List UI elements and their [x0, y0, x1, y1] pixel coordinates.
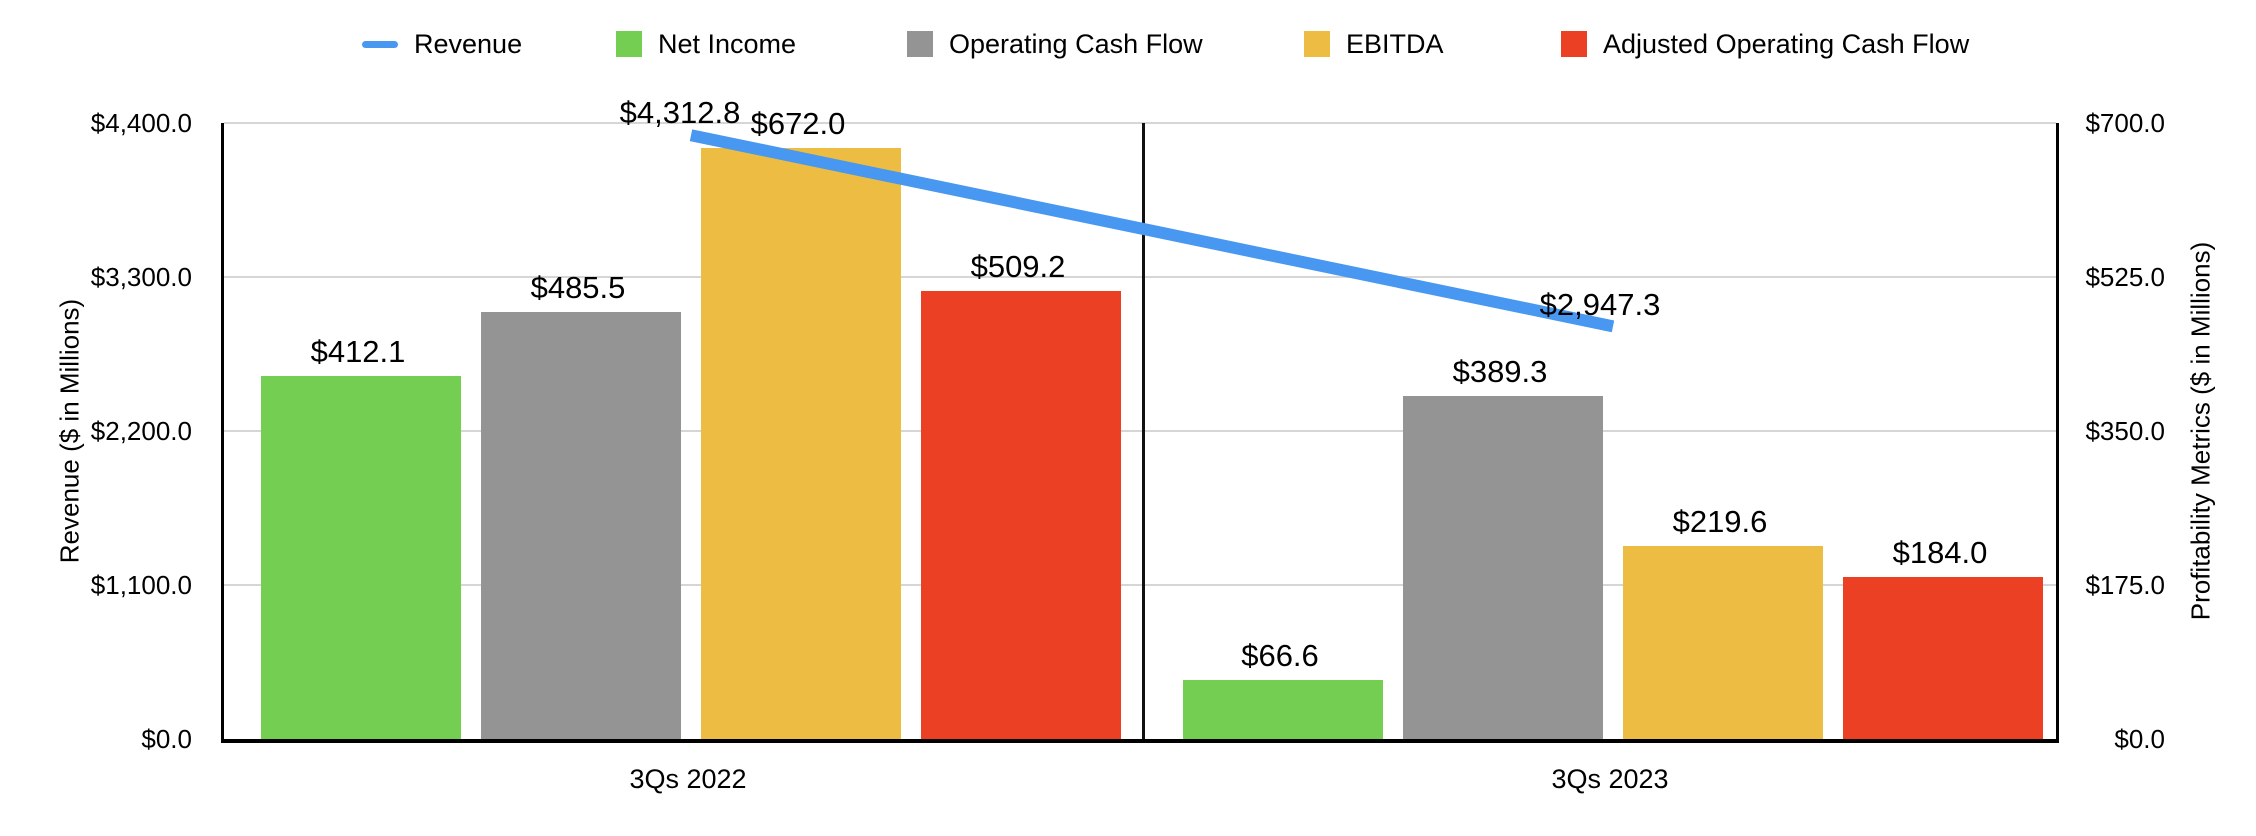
right-tick-0: $0.0: [2114, 724, 2165, 754]
x-label-3qs-2023: 3Qs 2023: [1551, 764, 1669, 794]
legend-swatch-adjusted-operating-cash-flow-icon: [1561, 31, 1587, 57]
gridline-700: [224, 122, 2056, 124]
gridline-525: [224, 276, 2056, 278]
bar-net-income-3qs-2022: [261, 376, 461, 739]
bar-label-operating-cash-flow-3qs-2022: $485.5: [530, 269, 626, 305]
right-tick-350: $350.0: [2085, 416, 2165, 446]
right-tick-175: $175.0: [2085, 570, 2165, 600]
legend-label-revenue: Revenue: [414, 29, 523, 59]
right-tick-700: $700.0: [2085, 108, 2165, 138]
bar-ebitda-3qs-2023: [1623, 545, 1823, 739]
line-label-revenue-3qs-2022: $4,312.8: [619, 95, 741, 131]
category-separator-line: [1142, 123, 1145, 739]
legend-label-net-income: Net Income: [658, 29, 797, 59]
legend-item-ebitda: EBITDA: [1304, 28, 1444, 60]
bar-operating-cash-flow-3qs-2023: [1403, 396, 1603, 739]
revenue-line-layer: [689, 129, 1615, 333]
left-tick-4400: $4,400.0: [90, 108, 192, 138]
left-tick-0: $0.0: [141, 724, 192, 754]
x-label-3qs-2022: 3Qs 2022: [629, 764, 747, 794]
gridline-350: [224, 430, 2056, 432]
bar-adjusted-operating-cash-flow-3qs-2022: [921, 290, 1121, 739]
legend-item-operating-cash-flow: Operating Cash Flow: [907, 28, 1203, 60]
bar-adjusted-operating-cash-flow-3qs-2023: [1843, 577, 2043, 739]
gridline-175: [224, 584, 2056, 586]
legend-item-revenue: Revenue: [362, 28, 522, 60]
right-axis-title: Profitability Metrics ($ in Millions): [2185, 241, 2216, 621]
left-tick-3300: $3,300.0: [90, 262, 192, 292]
legend-label-adjusted-operating-cash-flow: Adjusted Operating Cash Flow: [1603, 29, 1970, 59]
left-tick-2200: $2,200.0: [90, 416, 192, 446]
plot-inner: [224, 122, 2056, 739]
plot-area: [221, 122, 2059, 743]
right-tick-525: $525.0: [2085, 262, 2165, 292]
bar-ebitda-3qs-2022: [701, 147, 901, 739]
bar-label-net-income-3qs-2023: $66.6: [1241, 638, 1319, 674]
bar-operating-cash-flow-3qs-2022: [481, 311, 681, 739]
bar-label-ebitda-3qs-2023: $219.6: [1672, 503, 1768, 539]
bar-net-income-3qs-2023: [1183, 680, 1383, 739]
legend-swatch-ebitda-icon: [1304, 31, 1330, 57]
bar-label-operating-cash-flow-3qs-2023: $389.3: [1452, 354, 1548, 390]
legend-item-net-income: Net Income: [616, 28, 796, 60]
bar-label-adjusted-operating-cash-flow-3qs-2023: $184.0: [1892, 535, 1988, 571]
legend-swatch-net-income-icon: [616, 31, 642, 57]
line-revenue: [689, 129, 1615, 333]
legend-label-operating-cash-flow: Operating Cash Flow: [949, 29, 1203, 59]
legend-label-ebitda: EBITDA: [1346, 29, 1444, 59]
legend-item-adjusted-operating-cash-flow: Adjusted Operating Cash Flow: [1561, 28, 1969, 60]
bar-label-adjusted-operating-cash-flow-3qs-2022: $509.2: [970, 248, 1066, 284]
legend-swatch-operating-cash-flow-icon: [907, 31, 933, 57]
left-tick-1100: $1,100.0: [90, 570, 192, 600]
legend-swatch-revenue-icon: [362, 40, 398, 48]
bar-label-ebitda-3qs-2022: $672.0: [750, 105, 846, 141]
line-label-revenue-3qs-2023: $2,947.3: [1539, 287, 1661, 323]
bar-label-net-income-3qs-2022: $412.1: [310, 334, 406, 370]
